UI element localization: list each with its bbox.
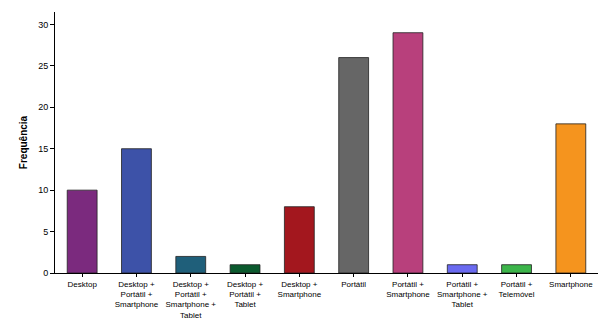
svg-text:Smartphone: Smartphone bbox=[549, 280, 593, 289]
svg-text:5: 5 bbox=[43, 227, 48, 237]
svg-text:20: 20 bbox=[38, 102, 48, 112]
svg-text:10: 10 bbox=[38, 185, 48, 195]
svg-text:Desktop: Desktop bbox=[67, 280, 97, 289]
svg-text:Desktop +Smartphone: Desktop +Smartphone bbox=[278, 280, 322, 299]
svg-text:Desktop +Portátil +Tablet: Desktop +Portátil +Tablet bbox=[227, 280, 264, 310]
svg-text:Portátil: Portátil bbox=[341, 280, 366, 289]
svg-text:Portátil +Telemóvel: Portátil +Telemóvel bbox=[499, 280, 535, 299]
svg-text:30: 30 bbox=[38, 20, 48, 30]
svg-text:0: 0 bbox=[43, 268, 48, 278]
svg-text:15: 15 bbox=[38, 144, 48, 154]
svg-text:25: 25 bbox=[38, 61, 48, 71]
svg-text:Frequência: Frequência bbox=[18, 115, 29, 169]
svg-text:Portátil +Smartphone: Portátil +Smartphone bbox=[386, 280, 430, 299]
svg-text:Desktop +Portátil +Smartphone: Desktop +Portátil +Smartphone +Tablet bbox=[166, 280, 217, 320]
svg-text:Portátil +Smartphone +Tablet: Portátil +Smartphone +Tablet bbox=[437, 280, 488, 310]
svg-text:Desktop +Portátil +Smartphone: Desktop +Portátil +Smartphone bbox=[115, 280, 159, 310]
